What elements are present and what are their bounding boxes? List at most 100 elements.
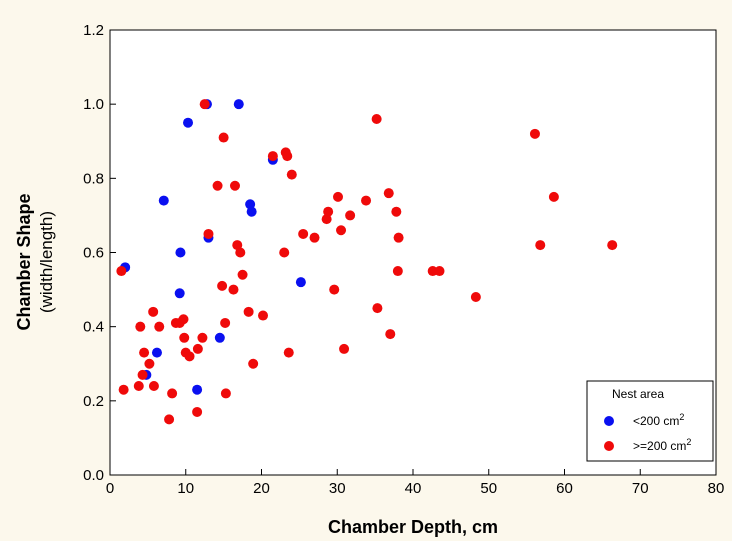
data-point-large-nest xyxy=(286,169,297,180)
data-point-large-nest xyxy=(118,384,129,395)
data-point-large-nest xyxy=(385,329,396,340)
data-point-large-nest xyxy=(220,317,231,328)
data-point-large-nest xyxy=(279,247,290,258)
data-point-small-nest xyxy=(174,288,185,299)
y-tick-label: 0.4 xyxy=(83,319,104,336)
data-point-large-nest xyxy=(192,343,203,354)
x-axis-title: Chamber Depth, cm xyxy=(328,517,498,537)
legend-label-large-nest: >=200 cm2 xyxy=(633,437,691,453)
data-point-large-nest xyxy=(361,195,372,206)
legend-label-small-nest: <200 cm2 xyxy=(633,412,684,428)
data-point-large-nest xyxy=(434,266,445,277)
data-point-large-nest xyxy=(235,247,246,258)
data-point-large-nest xyxy=(237,269,248,280)
y-axis-subtitle-group: (width/length) xyxy=(37,211,56,313)
data-point-large-nest xyxy=(298,228,309,239)
legend-marker-small-nest xyxy=(604,416,614,426)
data-point-large-nest xyxy=(267,151,278,162)
data-point-large-nest xyxy=(228,284,239,295)
data-point-large-nest xyxy=(135,321,146,332)
x-tick-label: 10 xyxy=(177,480,194,497)
data-point-large-nest xyxy=(229,180,240,191)
data-point-small-nest xyxy=(183,117,194,128)
x-tick-label: 20 xyxy=(253,480,270,497)
data-point-large-nest xyxy=(148,381,159,391)
data-point-large-nest xyxy=(137,369,148,380)
data-point-small-nest xyxy=(214,332,225,343)
legend-marker-large-nest xyxy=(604,441,614,451)
y-axis-title-group: Chamber Shape xyxy=(14,193,34,330)
data-point-large-nest xyxy=(548,191,559,202)
data-point-large-nest xyxy=(217,280,228,291)
data-point-large-nest xyxy=(178,314,189,325)
data-point-large-nest xyxy=(148,306,159,317)
data-point-large-nest xyxy=(144,358,155,369)
data-point-large-nest xyxy=(179,332,190,343)
data-point-small-nest xyxy=(295,277,306,288)
data-point-large-nest xyxy=(529,128,540,139)
x-tick-label: 70 xyxy=(632,480,649,497)
data-point-large-nest xyxy=(154,321,165,332)
data-point-small-nest xyxy=(151,347,162,358)
data-point-small-nest xyxy=(245,199,256,210)
x-axis-ticks: 0 10 20 30 40 50 60 70 80 xyxy=(106,469,725,497)
data-point-large-nest xyxy=(383,188,394,199)
data-point-large-nest xyxy=(212,180,223,191)
legend-title: Nest area xyxy=(612,387,664,401)
data-point-small-nest xyxy=(233,99,244,110)
y-tick-label: 0.6 xyxy=(83,245,104,262)
data-point-large-nest xyxy=(197,332,208,343)
data-point-large-nest xyxy=(199,99,210,110)
x-tick-label: 30 xyxy=(329,480,346,497)
data-point-large-nest xyxy=(329,284,340,295)
data-point-large-nest xyxy=(309,232,320,243)
data-point-small-nest xyxy=(158,195,169,206)
data-point-large-nest xyxy=(321,214,332,225)
y-tick-label: 0.2 xyxy=(83,393,104,410)
data-point-large-nest xyxy=(371,114,382,124)
x-tick-label: 60 xyxy=(556,480,573,497)
data-point-large-nest xyxy=(393,232,404,243)
legend: Nest area <200 cm2 >=200 cm2 xyxy=(586,380,714,462)
data-point-small-nest xyxy=(192,384,203,395)
y-axis-ticks: 0.0 0.2 0.4 0.6 0.8 1.0 1.2 xyxy=(83,22,116,484)
y-axis-title: Chamber Shape xyxy=(14,193,34,330)
data-point-large-nest xyxy=(167,388,178,399)
data-points xyxy=(116,99,618,425)
data-point-large-nest xyxy=(220,388,231,399)
y-tick-label: 1.2 xyxy=(83,22,104,39)
y-tick-label: 1.0 xyxy=(83,96,104,113)
data-point-large-nest xyxy=(184,351,195,362)
y-axis-subtitle: (width/length) xyxy=(37,211,56,313)
data-point-large-nest xyxy=(218,132,229,143)
data-point-large-nest xyxy=(192,406,203,417)
data-point-large-nest xyxy=(391,206,402,217)
data-point-large-nest xyxy=(243,306,254,317)
data-point-large-nest xyxy=(392,266,403,277)
x-tick-label: 40 xyxy=(405,480,422,497)
data-point-large-nest xyxy=(164,414,175,425)
y-tick-label: 0.8 xyxy=(83,170,104,187)
data-point-small-nest xyxy=(246,206,257,217)
data-point-large-nest xyxy=(470,292,481,302)
data-point-large-nest xyxy=(336,225,347,236)
x-tick-label: 50 xyxy=(480,480,497,497)
data-point-large-nest xyxy=(339,343,350,354)
data-point-large-nest xyxy=(333,191,344,202)
data-point-large-nest xyxy=(133,381,144,391)
x-tick-label: 80 xyxy=(708,480,725,497)
data-point-large-nest xyxy=(535,240,546,251)
data-point-large-nest xyxy=(258,310,269,321)
data-point-large-nest xyxy=(139,347,150,358)
data-point-large-nest xyxy=(323,206,334,217)
data-point-large-nest xyxy=(607,240,618,251)
data-point-large-nest xyxy=(282,151,293,162)
data-point-large-nest xyxy=(203,228,214,239)
data-point-large-nest xyxy=(345,210,356,221)
data-point-large-nest xyxy=(116,266,127,277)
data-point-large-nest xyxy=(283,347,294,358)
x-tick-label: 0 xyxy=(106,480,114,497)
data-point-large-nest xyxy=(248,358,259,369)
y-tick-label: 0.0 xyxy=(83,467,104,484)
